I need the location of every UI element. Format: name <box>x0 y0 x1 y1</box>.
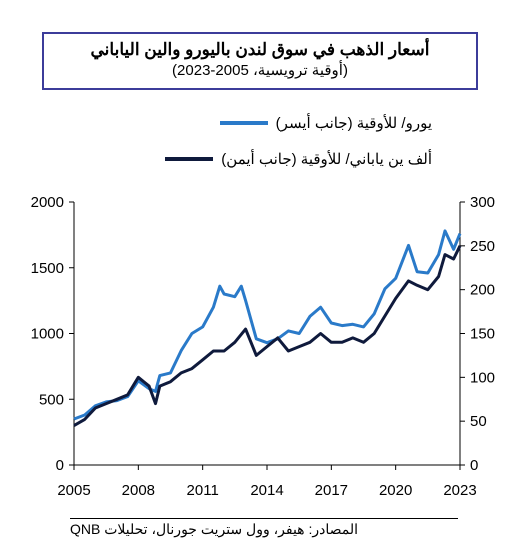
legend-label-yen: ألف ين ياباني/ للأوقية (جانب أيمن) <box>221 151 432 168</box>
x-tick-label: 2017 <box>315 482 348 499</box>
legend-label-euro: يورو/ للأوقية (جانب أيسر) <box>275 115 432 132</box>
source-note: المصادر: هيفر، وول ستريت جورنال، تحليلات… <box>70 518 458 538</box>
x-tick-label: 2020 <box>379 482 412 499</box>
y-right-tick-label: 50 <box>470 413 487 430</box>
x-tick-label: 2005 <box>57 482 90 499</box>
y-left-tick-label: 1500 <box>31 260 64 277</box>
legend-item-euro: يورو/ للأوقية (جانب أيسر) <box>219 114 432 132</box>
x-tick-label: 2023 <box>443 482 476 499</box>
y-right-tick-label: 0 <box>470 457 478 474</box>
y-left-tick-label: 0 <box>56 457 64 474</box>
series-line-yen <box>73 245 462 427</box>
chart-subtitle: (أوقية ترويسية، 2005-2023) <box>172 62 348 79</box>
y-left-tick-label: 1000 <box>31 326 64 343</box>
chart-title: أسعار الذهب في سوق لندن باليورو والين ال… <box>90 40 430 59</box>
x-tick-label: 2011 <box>187 482 219 499</box>
y-left-tick-label: 500 <box>39 391 64 408</box>
y-right-tick-label: 200 <box>470 282 495 299</box>
y-left-tick-label: 2000 <box>31 194 64 211</box>
y-right-tick-label: 150 <box>470 326 495 343</box>
legend-swatch-euro <box>219 121 268 125</box>
legend-item-yen: ألف ين ياباني/ للأوقية (جانب أيمن) <box>165 150 432 168</box>
y-right-tick-label: 100 <box>470 369 495 386</box>
chart-title-box: أسعار الذهب في سوق لندن باليورو والين ال… <box>42 32 478 90</box>
x-tick-label: 2008 <box>122 482 155 499</box>
y-right-tick-label: 250 <box>470 238 495 255</box>
legend-swatch-yen <box>165 157 214 161</box>
y-right-tick-label: 300 <box>470 194 495 211</box>
x-tick-label: 2014 <box>250 482 283 499</box>
series-line-euro <box>73 229 462 421</box>
